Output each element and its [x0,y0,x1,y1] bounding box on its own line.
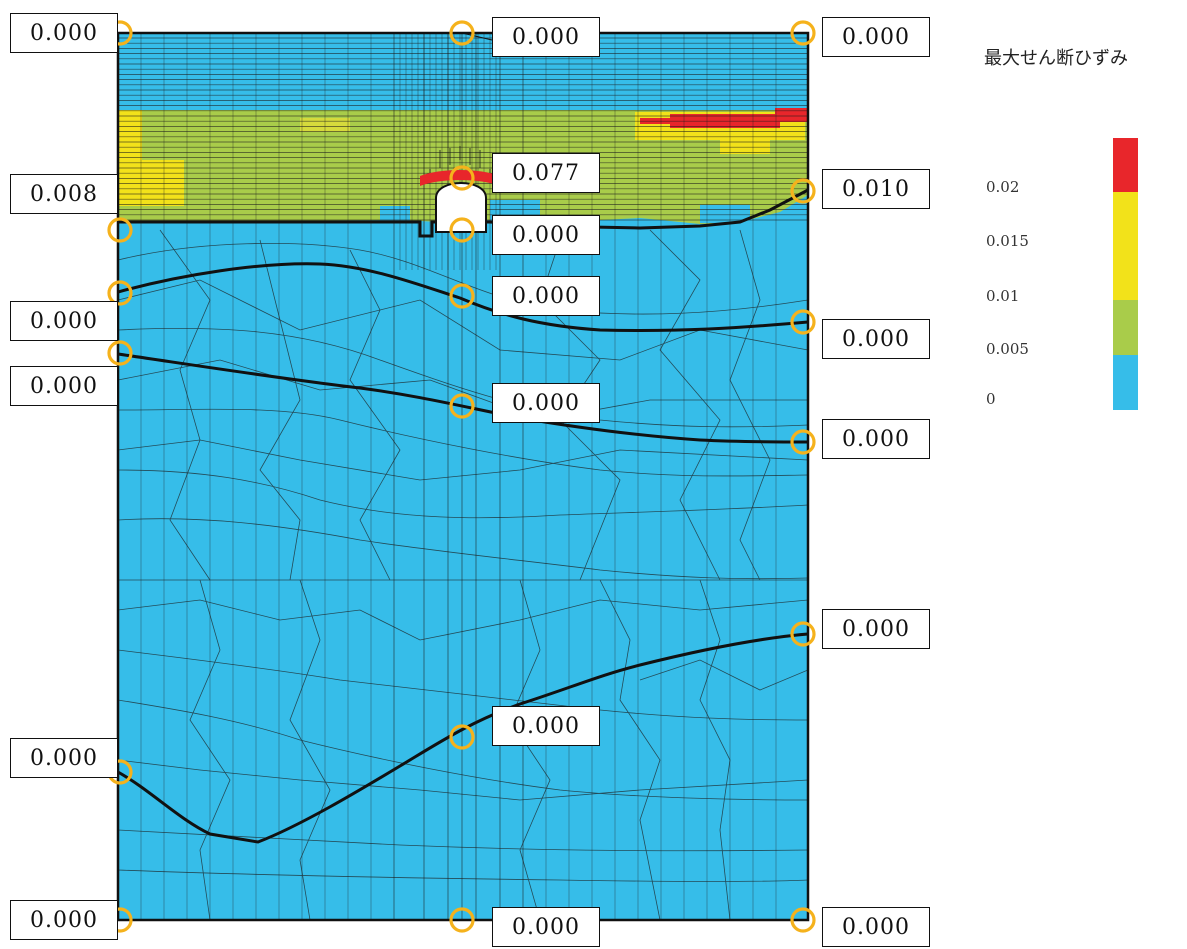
marker-right-layer-2 [790,309,816,335]
strain-zone-red-3 [775,108,808,122]
tunnel-opening [435,182,487,233]
mesh-lower-elements [118,229,808,920]
value-label-left-upper: 0.008 [10,174,118,214]
value-label-right-layer-3: 0.000 [822,419,930,459]
value-label-bottom-center: 0.000 [492,907,600,947]
observation-markers [107,20,816,933]
value-label-left-layer-2: 0.000 [10,301,118,341]
legend-tick-0-01: 0.01 [986,287,1020,305]
value-label-right-layer-2: 0.000 [822,319,930,359]
marker-right-layer-4 [790,621,816,647]
tunnel-structure [420,146,500,233]
marker-top-right [790,20,816,46]
legend-tick-0: 0 [986,390,996,408]
strain-pocket-1 [380,206,410,222]
marker-center-layer-3 [449,393,475,419]
legend-tick-0-005: 0.005 [986,340,1029,358]
tunnel-crown-strain [420,170,500,186]
marker-tunnel-crown [449,165,475,191]
value-label-bottom-right: 0.000 [822,907,930,947]
value-label-center-layer-4: 0.000 [492,706,600,746]
model-domain [118,33,808,920]
value-label-top-left: 0.000 [10,13,118,53]
marker-top-center [449,20,475,46]
legend-tick-0-02: 0.02 [986,178,1020,196]
value-label-right-upper: 0.010 [822,169,930,209]
marker-left-upper [107,217,133,243]
mesh-vertical-lines [140,33,777,920]
value-label-top-center: 0.000 [492,17,600,57]
value-label-left-layer-3: 0.000 [10,366,118,406]
legend-swatch-blue [1113,355,1138,410]
marker-center-layer-4 [449,724,475,750]
value-label-right-layer-4: 0.000 [822,609,930,649]
legend-swatch-green [1113,300,1138,355]
marker-bottom-right [790,907,816,933]
marker-left-layer-2 [107,280,133,306]
value-label-center-below-tunnel: 0.000 [492,276,600,316]
value-label-top-right: 0.000 [822,17,930,57]
legend-swatch-red [1113,138,1138,192]
value-label-tunnel-crown: 0.077 [492,153,600,193]
marker-tunnel-invert [449,217,475,243]
marker-center-below-tunnel [449,283,475,309]
layer-boundary-4 [118,632,808,844]
marker-left-layer-3 [107,340,133,366]
value-label-bottom-left: 0.000 [10,900,118,940]
legend-tick-0-015: 0.015 [986,232,1029,250]
marker-bottom-center [449,907,475,933]
marker-right-upper [790,178,816,204]
layer-boundary-2 [118,262,808,333]
marker-right-layer-3 [790,429,816,455]
legend-swatch-yellow [1113,192,1138,300]
value-label-center-layer-3: 0.000 [492,383,600,423]
value-label-tunnel-invert: 0.000 [492,215,600,255]
value-label-left-layer-4: 0.000 [10,738,118,778]
legend-title: 最大せん断ひずみ [984,48,1128,69]
